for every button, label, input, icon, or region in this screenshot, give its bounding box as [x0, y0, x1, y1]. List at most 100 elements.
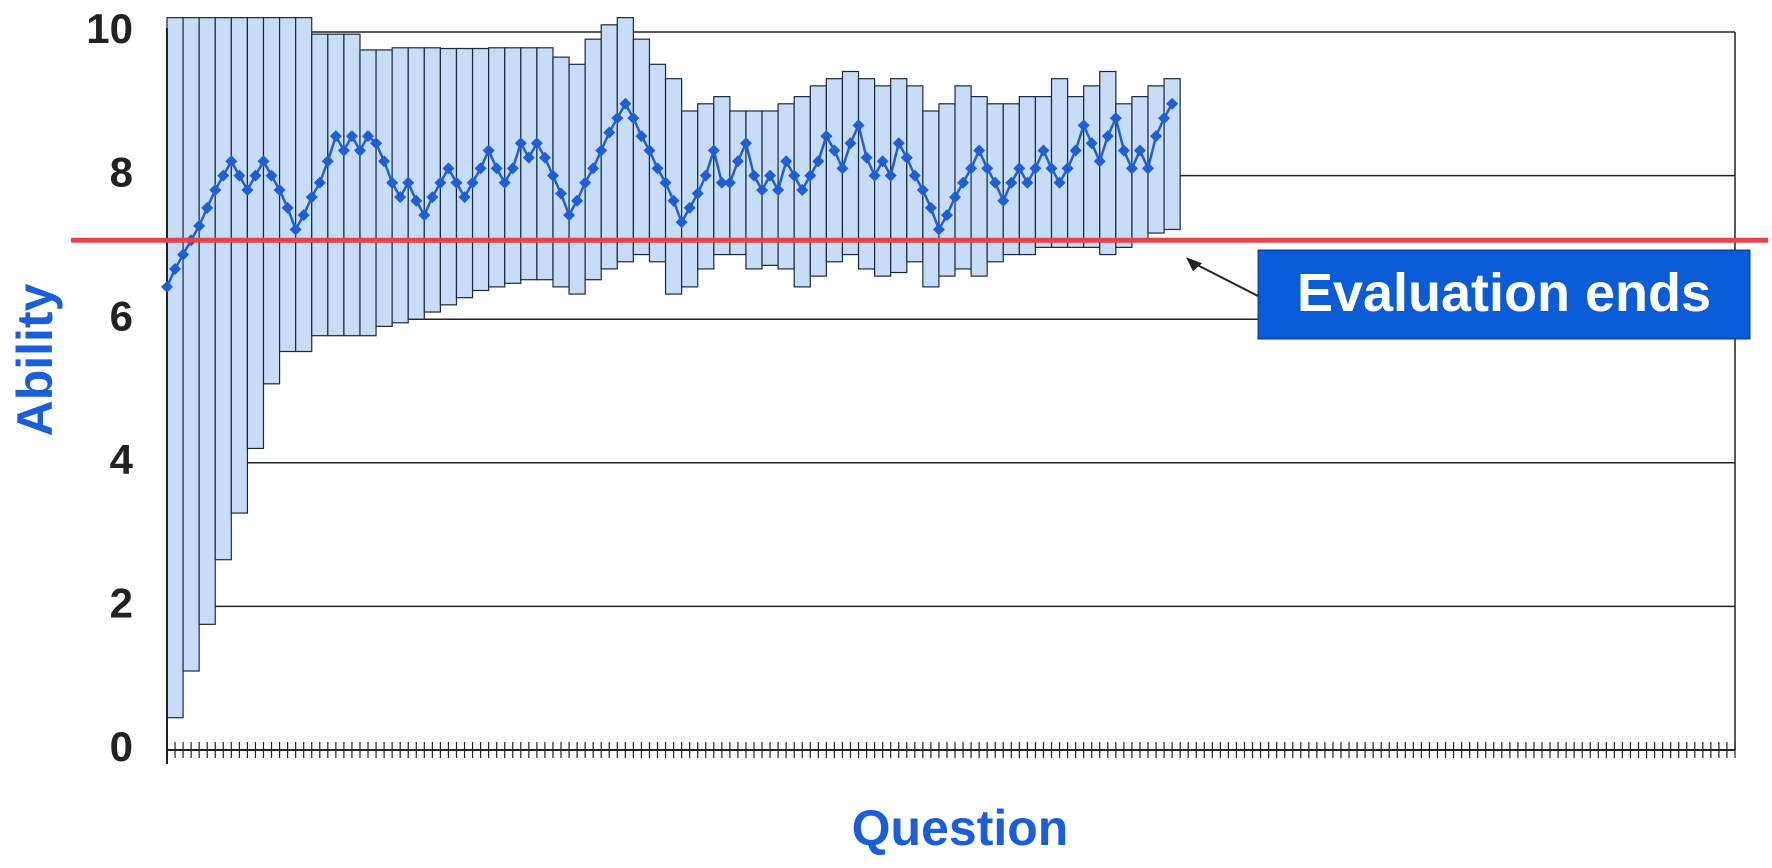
series-marker — [233, 169, 246, 182]
series-marker — [579, 176, 592, 189]
series-marker — [1053, 176, 1066, 189]
series-marker — [434, 176, 447, 189]
interval-bar — [520, 47, 538, 281]
series-marker — [482, 144, 495, 157]
series-marker — [1013, 162, 1026, 175]
series-marker — [788, 169, 801, 182]
interval-bar — [1034, 96, 1053, 249]
series-marker — [908, 169, 921, 182]
series-marker — [595, 144, 608, 157]
series-marker — [337, 144, 350, 157]
y-tick-label: 6 — [110, 292, 133, 339]
series-marker — [458, 191, 471, 204]
x-axis-title: Question — [852, 800, 1069, 856]
series-marker — [257, 155, 270, 168]
series-marker — [1069, 144, 1082, 157]
series-marker — [362, 130, 375, 143]
interval-bar — [1083, 85, 1101, 249]
series-marker — [707, 144, 720, 157]
series-marker — [514, 137, 527, 150]
series-marker — [1077, 119, 1090, 132]
series-marker — [884, 169, 897, 182]
series-marker — [940, 209, 953, 222]
series-marker — [345, 130, 358, 143]
series-marker — [177, 248, 190, 261]
series-marker — [1085, 137, 1098, 150]
annotation-arrow — [1191, 261, 1259, 297]
series-marker — [193, 219, 206, 232]
y-tick-label: 10 — [86, 5, 133, 52]
series-marker — [683, 201, 696, 214]
series-marker — [281, 201, 294, 214]
series-marker — [1029, 162, 1042, 175]
interval-bar — [616, 17, 634, 263]
interval-bar — [262, 17, 281, 385]
series-marker — [659, 176, 672, 189]
series-marker — [924, 201, 937, 214]
series-marker — [997, 194, 1010, 207]
series-marker — [426, 191, 439, 204]
series-marker — [353, 144, 366, 157]
overlay: Evaluation ends — [71, 237, 1768, 340]
series-marker — [201, 201, 214, 214]
y-tick-label: 0 — [110, 723, 133, 770]
series — [161, 97, 1179, 293]
series-marker — [1117, 144, 1130, 157]
series-marker — [836, 162, 849, 175]
series-marker — [241, 183, 254, 196]
series-marker — [571, 194, 584, 207]
series-marker — [587, 162, 600, 175]
series-marker — [989, 176, 1002, 189]
series-marker — [900, 151, 913, 164]
series-marker — [1142, 162, 1155, 175]
series-marker — [225, 155, 238, 168]
series-marker — [161, 280, 173, 293]
series-marker — [739, 137, 752, 150]
axes: 0 2 4 6 8 10 — [86, 5, 1736, 770]
series-marker — [555, 187, 568, 200]
series-marker — [313, 176, 326, 189]
series-marker — [747, 169, 760, 182]
series-marker — [1005, 176, 1018, 189]
series-marker — [402, 176, 415, 189]
interval-bar — [198, 17, 216, 625]
series-marker — [1125, 162, 1138, 175]
intervals — [166, 17, 1181, 719]
interval-bar — [278, 17, 297, 353]
series-marker — [868, 169, 881, 182]
series-marker — [981, 162, 994, 175]
interval-bar — [1018, 96, 1037, 256]
series-marker — [731, 155, 744, 168]
series-marker — [892, 137, 905, 150]
series-marker — [603, 126, 616, 139]
series-marker — [1037, 144, 1050, 157]
series-marker — [217, 169, 230, 182]
series-marker — [450, 176, 463, 189]
annotation-arrowhead — [1186, 257, 1202, 272]
series-marker — [812, 155, 825, 168]
series-marker — [538, 151, 551, 164]
series-marker — [394, 191, 407, 204]
series-marker — [876, 155, 889, 168]
series-marker — [386, 176, 399, 189]
interval-bar — [552, 56, 570, 288]
series-marker — [442, 162, 455, 175]
interval-bar — [809, 85, 827, 277]
series-marker — [643, 144, 656, 157]
y-tick-label: 8 — [110, 149, 133, 196]
series-marker — [522, 151, 535, 164]
interval-bar — [327, 33, 345, 337]
interval-bar — [295, 17, 313, 353]
series-marker — [1150, 130, 1163, 143]
interval-bar — [970, 96, 988, 277]
series-marker — [466, 176, 479, 189]
interval-bar — [1050, 78, 1069, 248]
series-marker — [1045, 162, 1058, 175]
series-marker — [756, 183, 769, 196]
series-marker — [611, 112, 624, 125]
series-marker — [675, 216, 688, 229]
series-marker — [772, 183, 785, 196]
series-marker — [1021, 176, 1034, 189]
series-marker — [949, 191, 962, 204]
